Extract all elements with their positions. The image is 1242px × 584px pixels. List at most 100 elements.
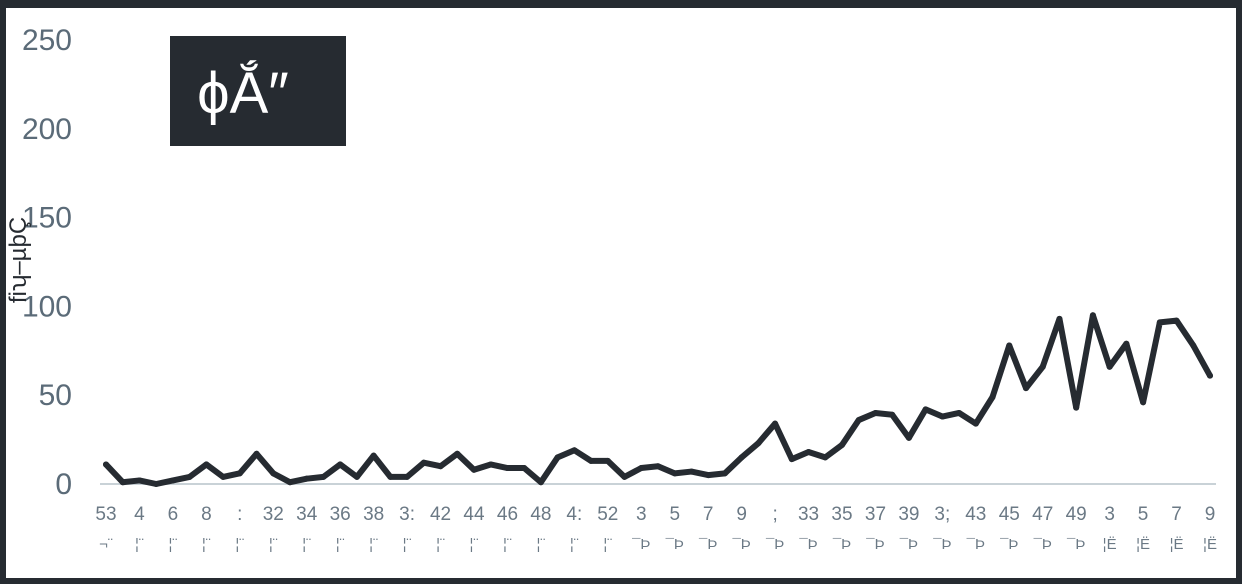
x-tick-label: 36 [330, 504, 351, 525]
x-tick-label: 45 [999, 504, 1020, 525]
x-tick-sublabel: ¦¨ [369, 536, 378, 553]
y-tick-label: 150 [22, 202, 72, 235]
chart-title: ϕẮ″ [197, 61, 289, 126]
x-tick-label: : [237, 504, 242, 525]
data-point [521, 465, 528, 472]
data-point [103, 461, 109, 468]
x-tick-sublabel: ¦¨ [536, 536, 545, 553]
data-point [738, 454, 745, 461]
data-point [1140, 399, 1147, 406]
x-tick-sublabel: ¯Þ [832, 536, 851, 553]
y-tick-label: 0 [55, 468, 72, 501]
x-tick-label: 44 [463, 504, 485, 525]
x-tick-sublabel: ¦¨ [403, 536, 412, 553]
data-point [387, 473, 394, 480]
data-point [404, 473, 411, 480]
data-point [705, 472, 712, 479]
data-point [1073, 404, 1080, 411]
x-tick-sublabel: ¯Þ [698, 536, 717, 553]
data-point [772, 420, 779, 427]
x-tick-label: 9 [1205, 504, 1216, 525]
y-axis-label: ﬁʮ–µþÇ [5, 217, 32, 303]
x-tick-sublabel: ¦¨ [168, 536, 177, 553]
x-tick-sublabel: ¯Þ [765, 536, 784, 553]
data-point [203, 461, 210, 468]
x-tick-sublabel: ¯Þ [899, 536, 918, 553]
data-point [1173, 317, 1180, 324]
x-tick-sublabel: ¬¨ [99, 536, 113, 553]
data-point [1156, 319, 1163, 326]
x-tick-sublabel: ¯Þ [932, 536, 951, 553]
y-tick-label: 250 [22, 24, 72, 57]
x-tick-sublabel: ¦¨ [603, 536, 612, 553]
x-tick-label: 53 [95, 504, 116, 525]
data-point [905, 434, 912, 441]
data-point [1023, 385, 1029, 392]
data-point [655, 463, 661, 470]
data-point [1190, 342, 1197, 349]
y-tick-label: 100 [22, 290, 72, 323]
data-point [839, 441, 845, 448]
x-tick-sublabel: ¯Þ [966, 536, 985, 553]
x-tick-label: 3; [934, 504, 950, 525]
x-tick-sublabel: ¦¨ [336, 536, 345, 553]
data-point [504, 465, 511, 472]
data-point [337, 461, 344, 468]
data-point [755, 440, 762, 447]
y-axis-ticks: 0 50 100 150 200 250 [22, 24, 72, 501]
x-tick-sublabel: ¦Ë [1170, 536, 1184, 553]
x-tick-label: 37 [865, 504, 886, 525]
data-point [855, 417, 862, 424]
data-point [1123, 340, 1130, 347]
data-point [588, 457, 595, 464]
data-point [956, 409, 963, 416]
data-point [153, 481, 160, 487]
x-tick-sublabel: ¦¨ [503, 536, 512, 553]
data-point [872, 409, 879, 416]
x-tick-sublabel: ¦¨ [235, 536, 244, 553]
x-tick-sublabel: ¯Þ [1066, 536, 1085, 553]
x-tick-label: 32 [263, 504, 284, 525]
data-point [571, 447, 578, 454]
data-point [721, 470, 728, 477]
data-point [1106, 363, 1113, 370]
data-point [688, 468, 695, 475]
x-tick-sublabel: ¦¨ [202, 536, 211, 553]
data-point [353, 473, 360, 480]
data-point [186, 473, 193, 480]
x-tick-label: 3 [1104, 504, 1115, 525]
x-tick-sublabel: ¦Ë [1203, 536, 1217, 553]
data-point [788, 456, 795, 463]
x-tick-label: 8 [201, 504, 212, 525]
x-tick-sublabel: ¯Þ [631, 536, 650, 553]
data-point [437, 463, 444, 470]
data-point [270, 470, 277, 477]
data-point [1056, 315, 1063, 322]
data-point [621, 473, 628, 480]
x-tick-label: 3: [399, 504, 415, 525]
data-point [989, 393, 996, 400]
x-tick-label: 9 [736, 504, 747, 525]
data-point [136, 477, 143, 484]
x-tick-label: 4: [566, 504, 582, 525]
data-point [537, 479, 544, 486]
x-tick-sublabel: ¯Þ [798, 536, 817, 553]
data-point [303, 475, 310, 482]
title-box [170, 36, 346, 146]
data-point [119, 479, 126, 486]
data-point [320, 473, 327, 480]
x-tick-label: 35 [831, 504, 852, 525]
x-tick-sublabel: ¯Þ [731, 536, 750, 553]
x-tick-label: 49 [1066, 504, 1087, 525]
x-tick-sublabel: ¯Þ [1033, 536, 1052, 553]
data-point [487, 461, 494, 468]
x-tick-label: 43 [965, 504, 986, 525]
x-tick-label: 42 [430, 504, 451, 525]
x-tick-sublabel: ¦¨ [436, 536, 445, 553]
x-tick-sublabel: ¦Ë [1136, 536, 1150, 553]
x-axis-ticks: 53¬¨4¦¨6¦¨8¦¨:¦¨32¦¨34¦¨36¦¨38¦¨3:¦¨42¦¨… [95, 504, 1217, 553]
data-point [236, 470, 243, 477]
series-line [103, 312, 1213, 487]
data-point [889, 411, 896, 418]
